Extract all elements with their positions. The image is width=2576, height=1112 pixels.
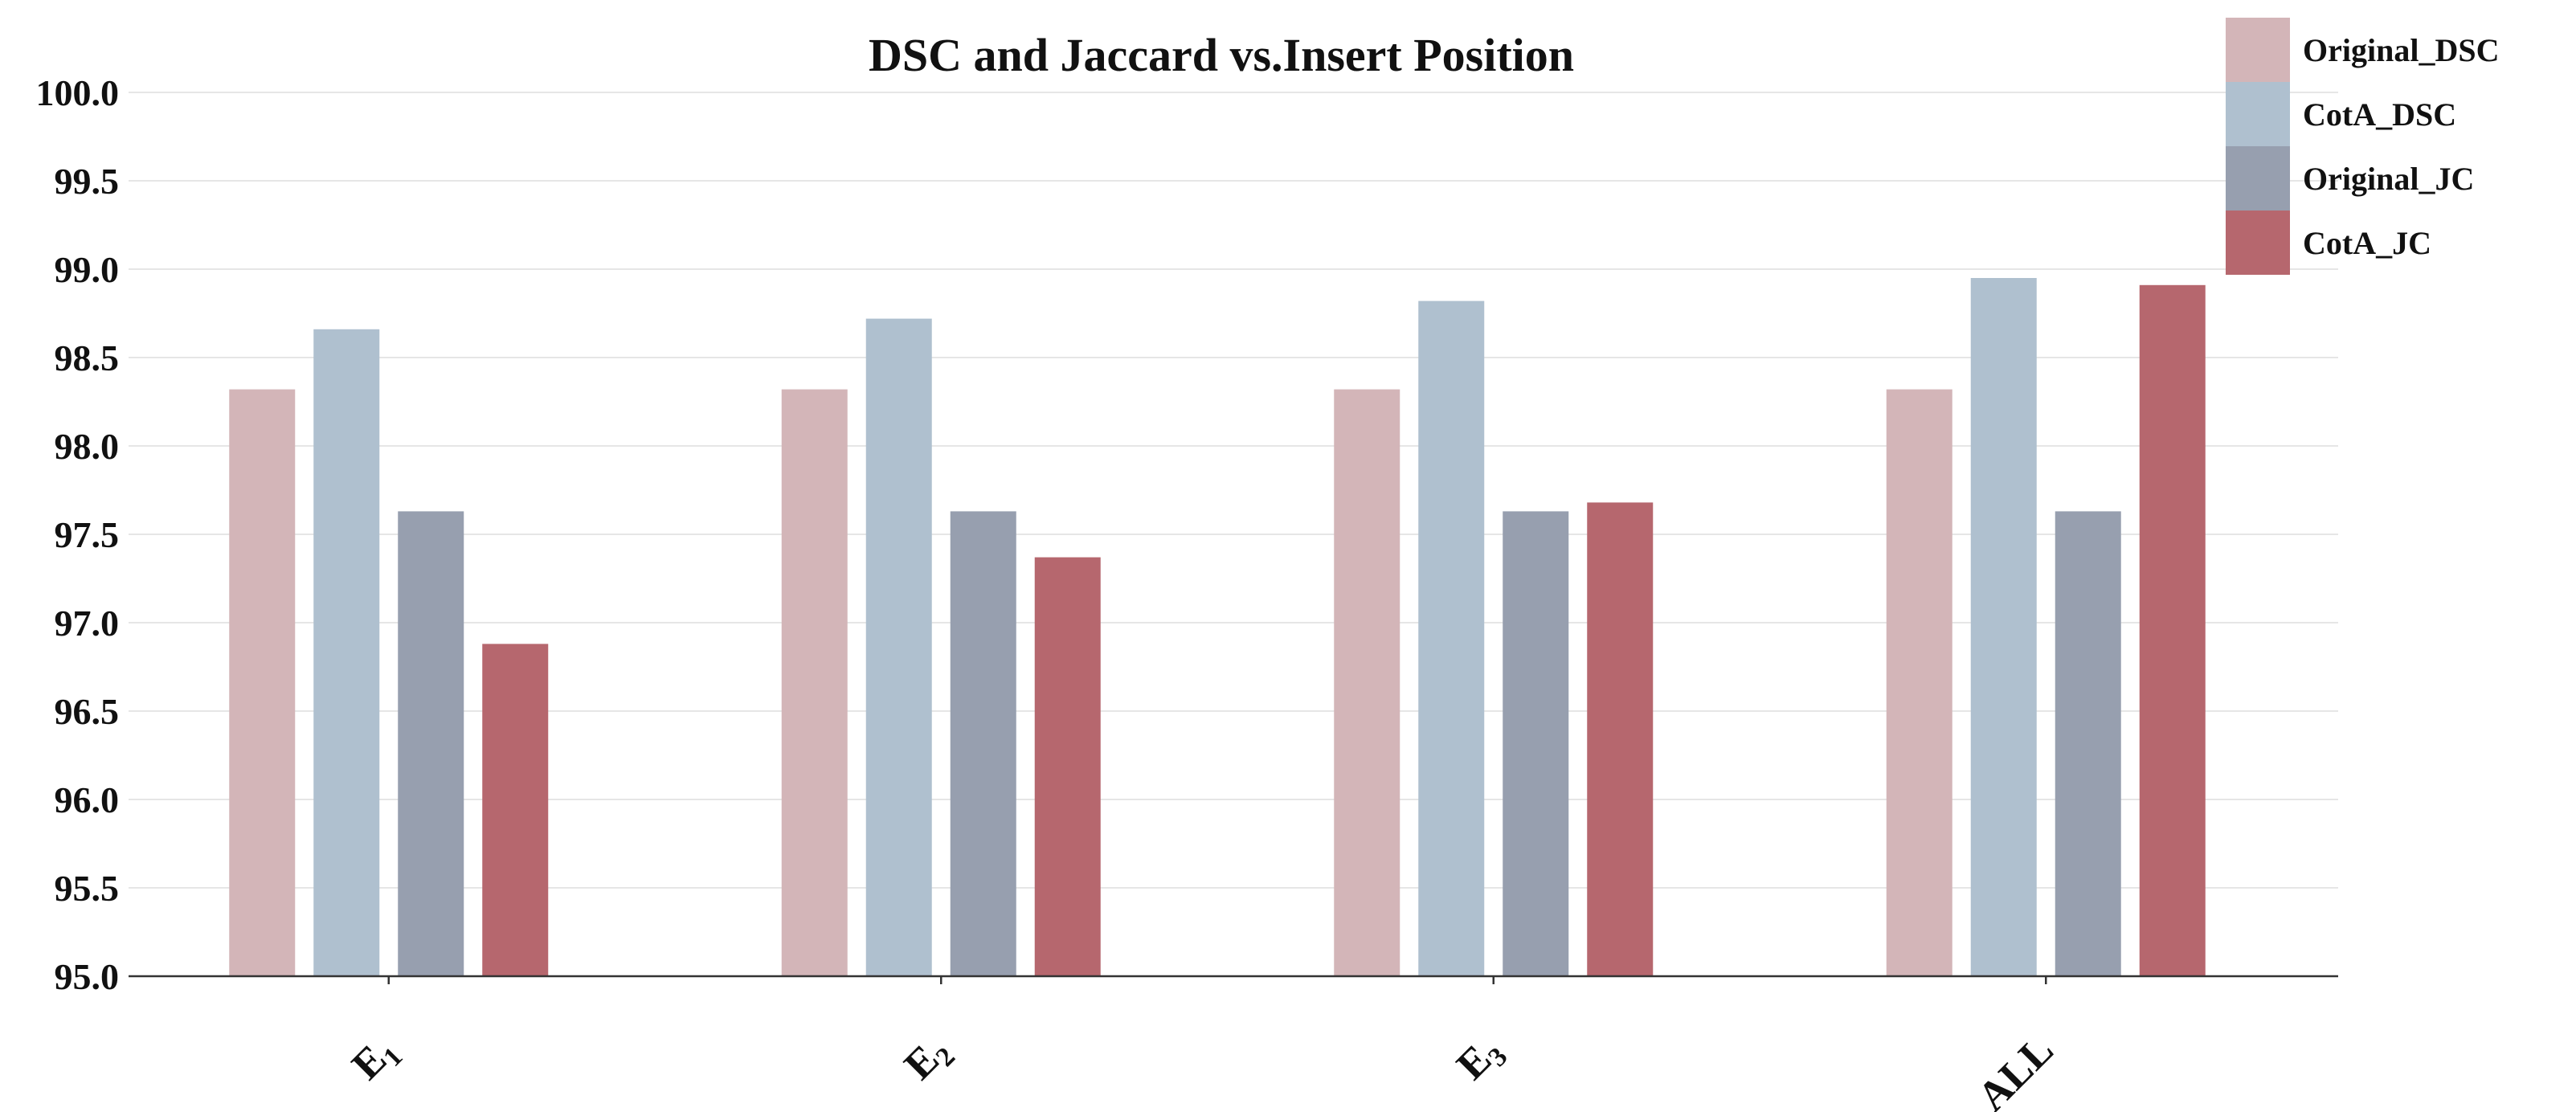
bar-cota-dsc: [313, 329, 380, 976]
bar-cota-jc: [482, 644, 549, 976]
x-tick-label: ALL: [1969, 1027, 2063, 1112]
y-axis: 95.0 95.5 96.0 96.5 97.0 97.5 98.0 98.5 99.0 99.5…: [36, 72, 120, 997]
bar-original-dsc: [1334, 389, 1400, 977]
y-tick-label: 99.5: [55, 161, 120, 202]
y-tick-label: 99.0: [55, 249, 120, 290]
bar-original-dsc: [781, 389, 848, 977]
bar-cota-dsc: [1970, 278, 2037, 976]
bar-cota-jc: [2139, 284, 2206, 976]
y-tick-label: 100.0: [36, 72, 120, 113]
y-tick-label: 95.0: [55, 956, 120, 997]
bar-original-jc: [398, 511, 464, 976]
x-tick-label-base: ALL: [1969, 1027, 2063, 1112]
y-tick-label: 95.5: [55, 868, 120, 909]
chart-title: DSC and Jaccard vs.Insert Position: [869, 29, 1574, 81]
y-tick-label: 96.0: [55, 779, 120, 820]
legend-label: CotA_JC: [2303, 225, 2431, 261]
bar-original-jc: [1503, 511, 1569, 976]
bar-original-jc: [2055, 511, 2121, 976]
bar-original-dsc: [229, 389, 296, 977]
x-tick-label: E2: [896, 1027, 961, 1092]
legend-label: Original_DSC: [2303, 32, 2499, 68]
legend: Original_DSC CotA_DSC Original_JC CotA_JC: [2226, 18, 2499, 275]
legend-swatch: [2226, 18, 2290, 82]
x-tick-label: E1: [343, 1027, 408, 1092]
y-tick-label: 97.0: [55, 603, 120, 644]
y-tick-label: 96.5: [55, 691, 120, 732]
bar-cota-jc: [1587, 502, 1654, 976]
y-tick-label: 98.5: [55, 337, 120, 378]
x-axis: E1 E2 E3 ALL: [343, 976, 2063, 1112]
legend-swatch: [2226, 211, 2290, 275]
x-tick-label: E3: [1448, 1027, 1513, 1092]
bar-original-jc: [950, 511, 1016, 976]
bar-cota-jc: [1034, 557, 1101, 976]
bar-cota-dsc: [865, 318, 932, 977]
legend-swatch: [2226, 82, 2290, 146]
legend-label: CotA_DSC: [2303, 96, 2456, 133]
legend-label: Original_JC: [2303, 161, 2474, 197]
bar-cota-dsc: [1418, 300, 1485, 977]
y-tick-label: 97.5: [55, 514, 120, 555]
bar-original-dsc: [1886, 389, 1952, 977]
legend-swatch: [2226, 146, 2290, 211]
y-tick-label: 98.0: [55, 426, 120, 467]
bars: [229, 278, 2206, 977]
